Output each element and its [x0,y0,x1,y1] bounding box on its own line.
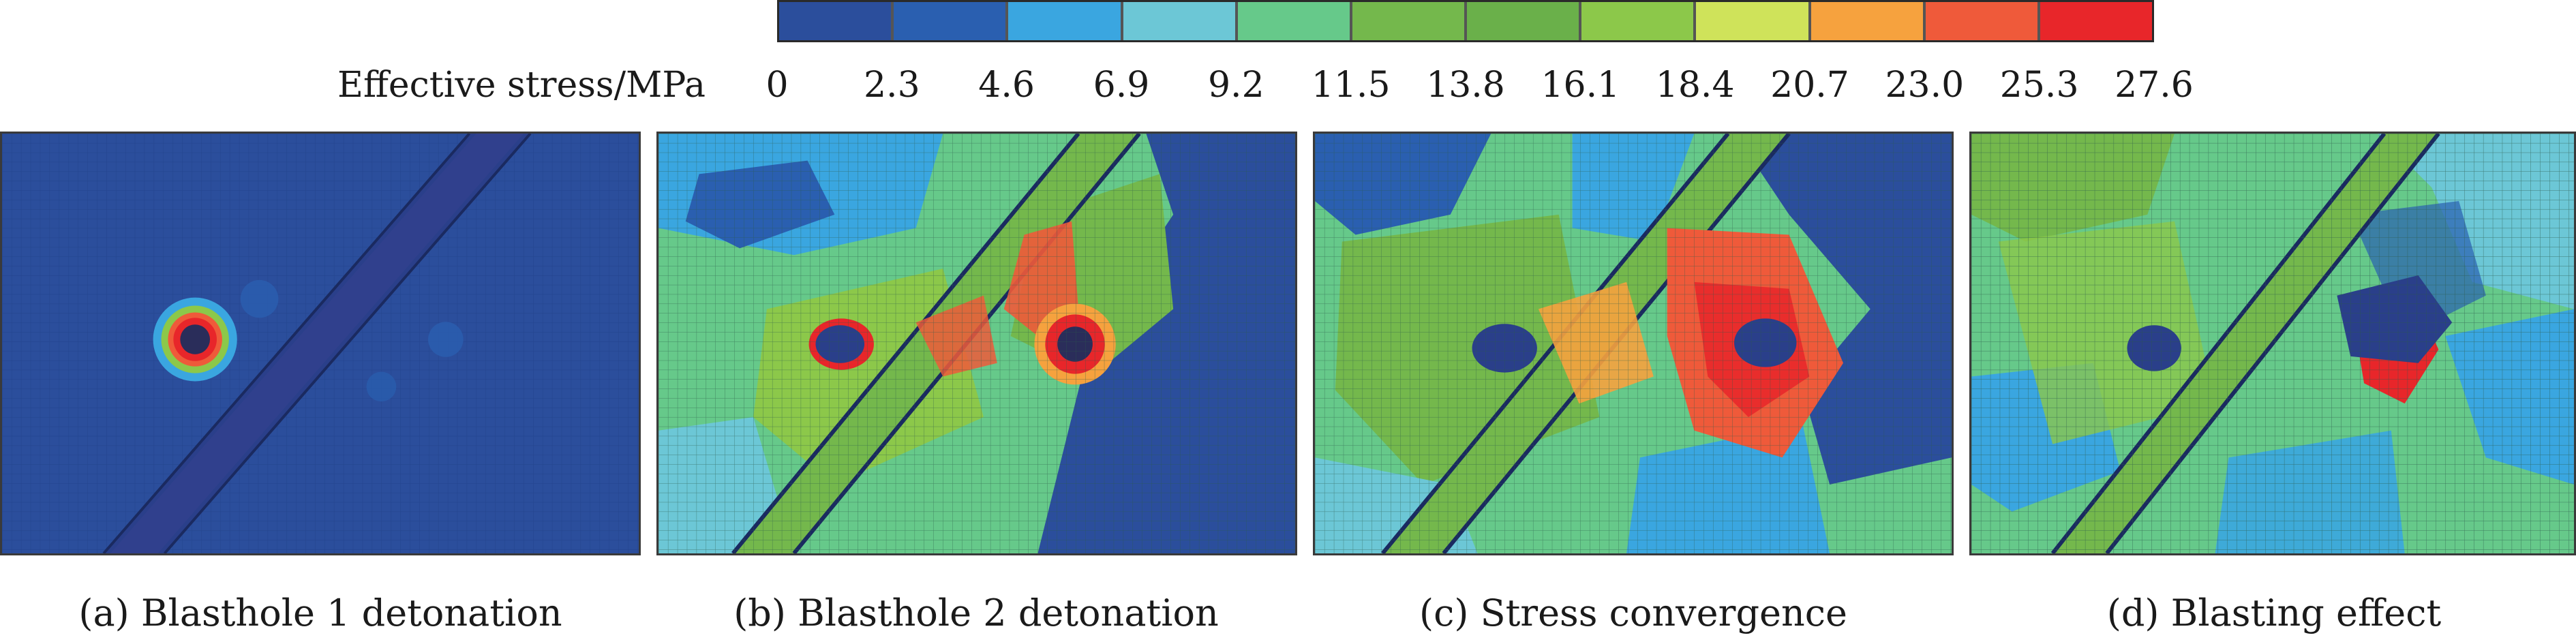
caption-d: (d) Blasting effect [2106,592,2442,634]
panel-a-stress-map [0,132,641,555]
colorbar-ticks: 0 2.3 4.6 6.9 9.2 11.5 13.8 16.1 18.4 20.7 23.0 25.… [0,65,2576,112]
panel-c-stress-map [1313,132,1954,555]
colorbar-tick-label: 0 [766,65,789,106]
colorbar-tick-label: 13.8 [1426,65,1505,106]
colorbar-tick-label: 2.3 [863,65,920,106]
colorbar-segment [1352,2,1468,40]
colorbar-tick-label: 4.6 [978,65,1035,106]
colorbar-tick-label: 18.4 [1655,65,1735,106]
colorbar-tick-label: 20.7 [1770,65,1849,106]
colorbar-segment [1467,2,1582,40]
colorbar-tick-label: 6.9 [1093,65,1150,106]
colorbar-segment [1925,2,2040,40]
colorbar-tick-label: 16.1 [1541,65,1620,106]
colorbar-tick-label: 25.3 [1999,65,2079,106]
colorbar [777,0,2154,42]
colorbar-segment [1237,2,1352,40]
legend-title: Effective stress/MPa [337,65,706,106]
colorbar-segment [894,2,1009,40]
colorbar-segment [1696,2,1811,40]
colorbar-segment [2040,2,2153,40]
colorbar-segment [1810,2,1926,40]
panel-d-stress-map [1969,132,2576,555]
panel-b-stress-map [656,132,1297,555]
colorbar-tick-label: 23.0 [1885,65,1965,106]
colorbar-segment [1008,2,1123,40]
caption-c: (c) Stress convergence [1419,592,1847,634]
colorbar-tick-label: 9.2 [1207,65,1264,106]
colorbar-segment [779,2,894,40]
caption-b: (b) Blasthole 2 detonation [733,592,1219,634]
colorbar-segment [1581,2,1697,40]
colorbar-segment [1123,2,1238,40]
colorbar-tick-label: 11.5 [1311,65,1391,106]
caption-a: (a) Blasthole 1 detonation [78,592,562,634]
colorbar-tick-label: 27.6 [2115,65,2194,106]
